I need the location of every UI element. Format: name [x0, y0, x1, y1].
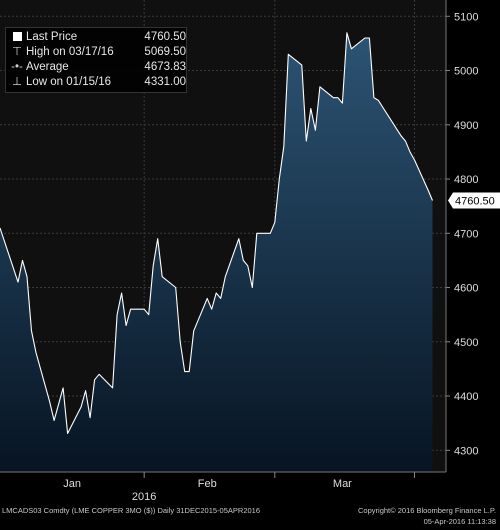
- legend-row-high: ⊤ High on 03/17/16 5069.50: [10, 45, 188, 60]
- y-tick-label: 4500: [454, 337, 478, 349]
- legend-label: High on 03/17/16: [26, 46, 114, 58]
- last-price-tag-shape: [448, 192, 500, 209]
- high-marker-icon: ⊤: [11, 46, 23, 58]
- legend-value: 4331.00: [144, 76, 186, 88]
- chart-legend: Last Price 4760.50 ⊤ High on 03/17/16 5069.…: [5, 27, 187, 93]
- x-axis-ticks: Jan Feb Mar 2016: [63, 472, 415, 503]
- y-axis-ticks: 4300 4400 4500 4600 4700 4800 4900 5000 5100: [446, 11, 478, 457]
- legend-value: 5069.50: [144, 46, 186, 58]
- chart-footer: LMCADS03 Comdty (LME COPPER 3MO ($)) Dai…: [0, 505, 500, 530]
- y-tick-label: 4300: [454, 445, 478, 457]
- dash-dot-line-icon: -•-: [11, 61, 23, 73]
- y-tick-label: 5100: [454, 11, 478, 23]
- legend-row-last-price: Last Price 4760.50: [10, 30, 188, 45]
- x-tick-label: Feb: [198, 478, 217, 490]
- last-price-tag-value: 4760.50: [455, 195, 495, 207]
- legend-value: 4673.83: [144, 61, 186, 73]
- ticker-description: LMCADS03 Comdty (LME COPPER 3MO ($)) Dai…: [2, 506, 261, 515]
- x-tick-label: Jan: [63, 478, 81, 490]
- y-tick-label: 4900: [454, 120, 478, 132]
- x-tick-label: Mar: [333, 478, 352, 490]
- timestamp: 05-Apr-2016 11:13:38: [423, 517, 496, 526]
- y-tick-label: 4700: [454, 228, 478, 240]
- y-tick-label: 4800: [454, 174, 478, 186]
- y-tick-label: 4400: [454, 391, 478, 403]
- price-line: [0, 32, 434, 435]
- x-axis-label: 2016: [132, 491, 156, 503]
- copyright-notice: Copyright© 2016 Bloomberg Finance L.P.: [358, 506, 496, 515]
- low-marker-icon: ⊥: [11, 76, 23, 88]
- legend-row-average: -•- Average 4673.83: [10, 60, 188, 75]
- legend-label: Low on 01/15/16: [26, 76, 112, 88]
- y-tick-label: 4600: [454, 283, 478, 295]
- legend-value: 4760.50: [144, 31, 186, 43]
- last-price-tag: 4760.50: [448, 192, 500, 209]
- legend-label: Average: [26, 61, 69, 73]
- price-area-fill: [0, 32, 433, 473]
- legend-label: Last Price: [26, 31, 78, 43]
- legend-row-low: ⊥ Low on 01/15/16 4331.00: [10, 75, 188, 90]
- filled-square-icon: [10, 30, 24, 45]
- y-tick-label: 5000: [454, 66, 478, 78]
